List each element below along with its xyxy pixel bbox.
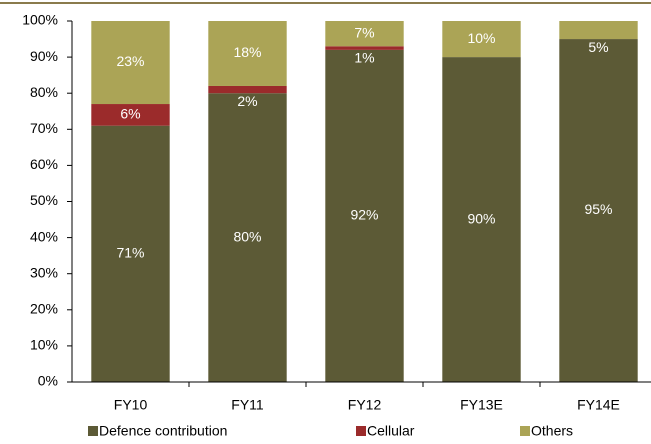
- data-label: 5%: [588, 39, 608, 55]
- data-label: 23%: [116, 53, 144, 69]
- data-label: 1%: [354, 50, 374, 66]
- data-label: 80%: [233, 228, 261, 244]
- y-tick-label: 60%: [30, 156, 58, 172]
- data-label: 95%: [584, 201, 612, 217]
- data-label: 90%: [467, 210, 495, 226]
- bar-segment: [559, 21, 638, 40]
- data-label: 71%: [116, 245, 144, 261]
- y-tick-label: 0%: [38, 373, 58, 389]
- bar-segment: [208, 21, 287, 86]
- y-tick-label: 50%: [30, 192, 58, 208]
- bar-segment: [442, 57, 521, 382]
- bar-segment: [325, 21, 404, 47]
- x-tick-label: FY11: [231, 397, 264, 413]
- y-tick-label: 100%: [22, 12, 58, 28]
- y-tick-label: 40%: [30, 228, 58, 244]
- x-tick-label: FY13E: [460, 397, 503, 413]
- bar-segment: [208, 85, 287, 94]
- bar-segment: [91, 125, 170, 382]
- bar-segment: [208, 93, 287, 382]
- legend-label: Defence contribution: [99, 423, 227, 439]
- legend-label: Others: [531, 423, 573, 439]
- x-tick-label: FY14E: [577, 397, 620, 413]
- y-tick-label: 20%: [30, 301, 58, 317]
- legend-swatch: [520, 426, 530, 436]
- data-label: 10%: [467, 30, 495, 46]
- legend-swatch: [356, 426, 366, 436]
- bar-segment: [91, 104, 170, 126]
- x-tick-label: FY10: [114, 397, 148, 413]
- data-label: 7%: [354, 24, 374, 40]
- bar-segment: [559, 39, 638, 383]
- y-tick-label: 90%: [30, 48, 58, 64]
- y-tick-label: 30%: [30, 264, 58, 280]
- x-tick-label: FY12: [348, 397, 382, 413]
- data-label: 18%: [233, 44, 261, 60]
- y-tick-label: 80%: [30, 84, 58, 100]
- y-tick-label: 70%: [30, 120, 58, 136]
- legend-swatch: [88, 426, 98, 436]
- data-label: 6%: [120, 106, 140, 122]
- data-label: 92%: [350, 207, 378, 223]
- bar-segment: [91, 21, 170, 105]
- data-label: 2%: [237, 93, 257, 109]
- bar-segment: [325, 49, 404, 382]
- y-tick-label: 10%: [30, 337, 58, 353]
- bar-segment: [325, 46, 404, 50]
- legend-label: Cellular: [367, 423, 415, 439]
- bar-segment: [442, 21, 521, 58]
